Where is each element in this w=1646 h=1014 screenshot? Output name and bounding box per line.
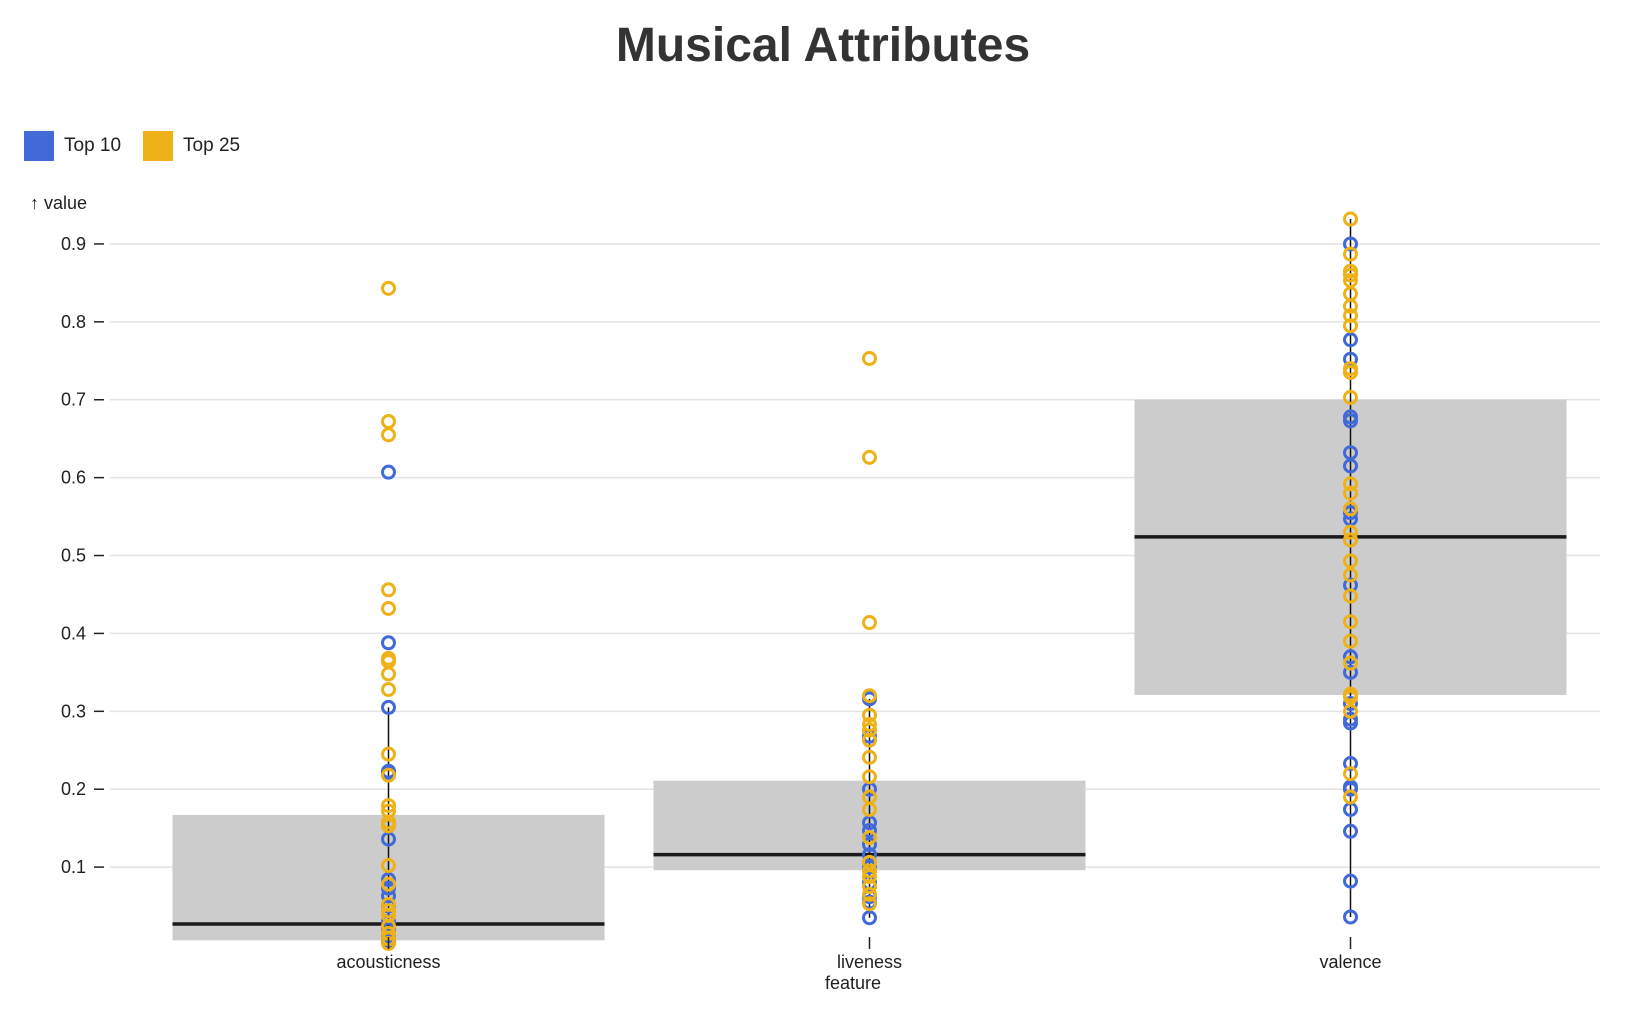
point-top-10-valence-21 [1343,909,1358,925]
point-top-25-liveness-14 [862,863,877,879]
point-top-25-acousticness-8 [381,682,396,698]
point-top-25-valence-21 [1343,633,1358,649]
point-top-25-valence-12 [1343,476,1358,492]
point-top-25-valence-26 [1343,766,1358,782]
point-top-25-acousticness-2 [381,427,396,443]
chart-title: Musical Attributes [615,19,1031,72]
legend-swatch-top-25 [143,131,174,161]
x-tick-label-valence: valence [1319,952,1381,972]
point-top-10-valence-12 [1343,696,1358,712]
point-top-25-liveness-1 [862,449,877,465]
point-top-25-liveness-12 [862,830,877,846]
point-top-10-valence-20 [1343,873,1358,889]
y-tick-label-0.7: 0.7 [61,390,86,410]
point-top-25-valence-19 [1343,588,1358,604]
point-top-25-valence-16 [1343,532,1358,548]
point-top-10-valence-1 [1343,332,1358,348]
point-top-10-valence-11 [1343,664,1358,680]
point-top-25-liveness-8 [862,749,877,765]
point-top-25-acousticness-11 [381,798,396,814]
point-top-25-liveness-6 [862,722,877,738]
point-top-25-acousticness-9 [381,746,396,762]
point-top-10-liveness-4 [862,822,877,838]
legend-swatch-top-10 [24,131,54,161]
point-top-25-liveness-2 [862,615,877,631]
point-top-25-acousticness-7 [381,666,396,682]
y-tick-label-0.1: 0.1 [61,857,86,877]
point-top-25-acousticness-4 [381,600,396,616]
point-top-25-liveness-0 [862,350,877,366]
point-top-25-valence-3 [1343,267,1358,283]
point-top-10-acousticness-0 [381,464,396,480]
point-top-10-valence-6 [1343,458,1358,474]
point-top-10-valence-19 [1343,823,1358,839]
point-top-10-acousticness-2 [381,699,396,715]
y-tick-label-0.4: 0.4 [61,623,86,643]
point-top-25-liveness-15 [862,868,877,884]
legend-label-top-10: Top 10 [64,135,122,156]
point-top-25-acousticness-15 [381,858,396,874]
point-top-25-liveness-11 [862,801,877,817]
point-top-10-liveness-5 [862,837,877,853]
point-top-25-acousticness-10 [381,767,396,783]
axis-layer: 0.1 0.2 0.3 0.4 0.5 0.6 0.7 0.8 0.9 acousticness l… [61,234,1382,972]
legend: Top 10 Top 25 [24,131,262,161]
y-axis-label: ↑ value [30,193,87,213]
point-top-25-valence-25 [1343,703,1358,719]
legend-item-top-25: Top 25 [143,131,240,161]
point-top-25-liveness-5 [862,717,877,733]
point-top-10-valence-17 [1343,781,1358,797]
legend-item-top-10: Top 10 [24,131,121,161]
point-top-25-valence-13 [1343,485,1358,501]
y-tick-label-0.8: 0.8 [61,312,86,332]
point-top-10-valence-4 [1343,413,1358,429]
y-tick-label-0.3: 0.3 [61,701,86,721]
x-tick-label-acousticness: acousticness [336,952,440,972]
point-top-10-valence-10 [1343,649,1358,665]
y-tick-label-0.9: 0.9 [61,234,86,254]
point-top-10-acousticness-1 [381,635,396,651]
point-top-10-valence-15 [1343,756,1358,772]
y-tick-label-0.6: 0.6 [61,468,86,488]
point-top-10-liveness-11 [862,910,877,926]
point-top-25-valence-7 [1343,308,1358,324]
point-top-25-acousticness-14 [381,818,396,834]
point-top-25-valence-6 [1343,298,1358,314]
point-top-25-liveness-16 [862,879,877,895]
point-top-10-acousticness-6 [381,872,396,888]
x-tick-label-liveness: liveness [837,952,902,972]
point-top-25-liveness-18 [862,896,877,912]
y-tick-label-0.2: 0.2 [61,779,86,799]
point-top-25-liveness-13 [862,854,877,870]
point-top-25-valence-20 [1343,614,1358,630]
point-top-25-valence-0 [1343,211,1358,227]
x-axis-label: feature [825,973,881,993]
point-top-25-liveness-3 [862,688,877,704]
point-top-25-liveness-9 [862,769,877,785]
point-top-25-valence-17 [1343,553,1358,569]
point-top-25-valence-10 [1343,364,1358,380]
point-top-25-valence-24 [1343,689,1358,705]
point-top-25-acousticness-16 [381,876,396,892]
point-top-25-valence-1 [1343,246,1358,262]
point-top-25-valence-14 [1343,501,1358,517]
point-top-25-acousticness-18 [381,903,396,919]
legend-label-top-25: Top 25 [183,135,241,156]
point-top-25-valence-22 [1343,655,1358,671]
point-top-25-liveness-7 [862,732,877,748]
point-top-25-acousticness-1 [381,414,396,430]
point-top-25-valence-27 [1343,789,1358,805]
point-top-10-valence-0 [1343,236,1358,252]
point-layer [381,211,1358,951]
point-top-25-valence-18 [1343,567,1358,583]
point-top-25-valence-15 [1343,524,1358,540]
point-top-25-acousticness-0 [381,280,396,296]
point-top-25-liveness-4 [862,707,877,723]
y-tick-label-0.5: 0.5 [61,546,86,566]
point-top-25-valence-11 [1343,389,1358,405]
point-top-25-acousticness-3 [381,582,396,598]
point-top-25-valence-8 [1343,318,1358,334]
point-top-25-liveness-17 [862,886,877,902]
